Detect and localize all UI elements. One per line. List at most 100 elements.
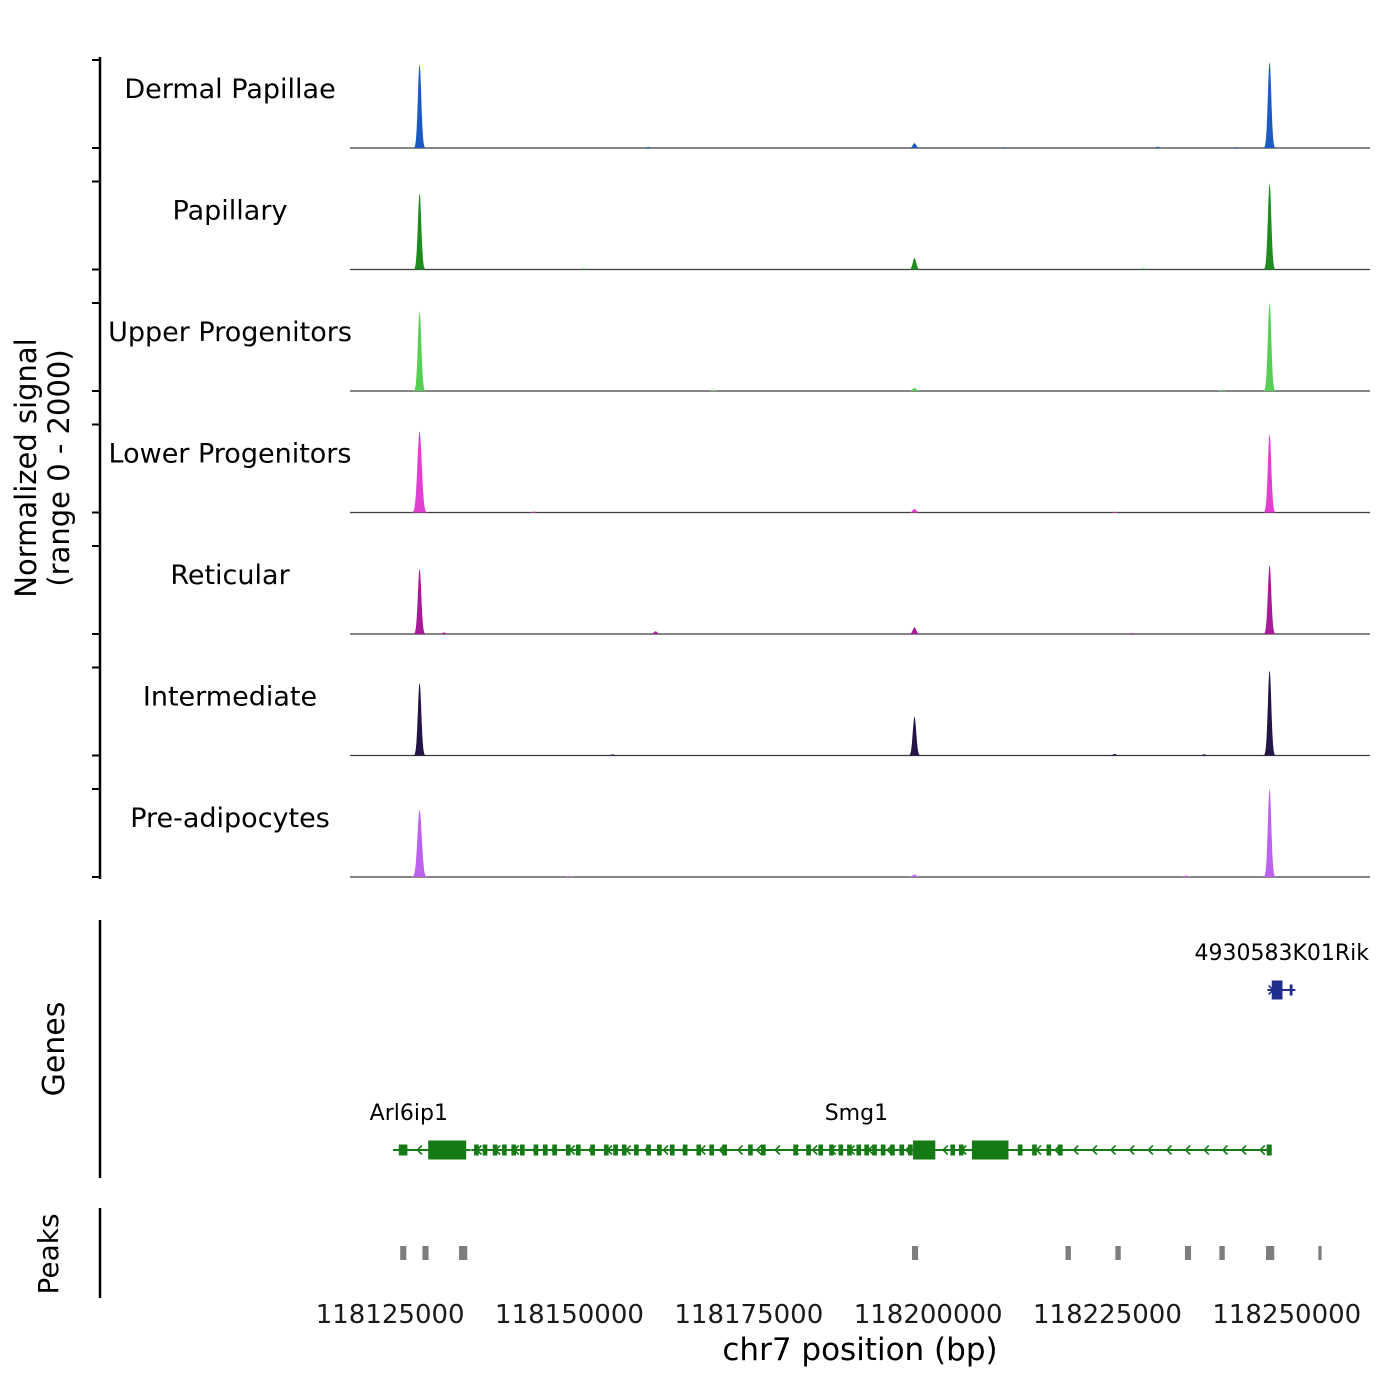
gene-exon: [603, 1144, 609, 1156]
signal-peak: [907, 509, 922, 513]
signal-peak: [1150, 146, 1165, 148]
track-label: Dermal Papillae: [124, 74, 335, 105]
gene-exon: [511, 1144, 517, 1156]
signal-peak: [1262, 670, 1277, 756]
signal-peak: [1107, 754, 1122, 756]
gene-exon: [856, 1144, 862, 1156]
gene-exon: [908, 1144, 913, 1156]
peak-calls: [400, 1246, 1322, 1260]
gene-exon: [709, 1144, 715, 1156]
signal-peak: [907, 716, 922, 756]
gene-exon: [502, 1144, 507, 1156]
x-axis-title: chr7 position (bp): [722, 1332, 997, 1368]
signal-peak: [526, 511, 541, 513]
signal-peak: [1262, 62, 1277, 149]
track-label: Pre-adipocytes: [130, 803, 330, 834]
signal-track-pre-adipocytes: Pre-adipocytes: [130, 789, 1370, 878]
strand-arrow: [662, 1144, 669, 1156]
peak-marker: [459, 1246, 468, 1260]
genes-axis-title: Genes: [37, 1002, 72, 1097]
signal-peak: [706, 390, 720, 391]
gene-exon: [806, 1144, 811, 1156]
track-label: Papillary: [173, 196, 288, 227]
gene-exon: [398, 1144, 408, 1156]
gene-exon: [793, 1144, 798, 1156]
signal-peak: [1136, 268, 1151, 270]
gene-exon: [829, 1144, 834, 1156]
gene-exon: [899, 1144, 905, 1156]
signal-peak: [412, 568, 427, 634]
track-label: Reticular: [170, 560, 290, 591]
signal-peak: [1262, 565, 1277, 634]
gene-exon: [958, 1144, 964, 1156]
strand-arrow: [1240, 1144, 1247, 1156]
track-label: Lower Progenitors: [109, 439, 352, 470]
peak-marker: [1219, 1246, 1225, 1260]
gene-exon: [864, 1144, 869, 1156]
gene-exon: [428, 1140, 467, 1160]
gene-exon: [847, 1144, 852, 1156]
peak-marker: [1065, 1246, 1071, 1260]
gene-label: Arl6ip1: [370, 1101, 448, 1126]
gene-exon: [880, 1144, 886, 1156]
signal-peak: [412, 682, 427, 756]
signal-peak: [996, 147, 1011, 148]
gene-exon: [761, 1144, 766, 1156]
peak-marker: [1184, 1246, 1192, 1260]
signal-axis-title-line1: Normalized signal: [9, 338, 43, 597]
gene-exon: [872, 1144, 877, 1156]
track-label: Intermediate: [143, 682, 317, 713]
gene-exon: [590, 1144, 595, 1156]
signal-peak: [411, 431, 429, 513]
gene-exon: [748, 1144, 753, 1156]
gene-model-4930583k01rik: 4930583K01Rik: [1194, 941, 1369, 1000]
peak-marker: [1115, 1246, 1121, 1260]
x-axis: 118125000 118150000 118175000 118200000 1182…: [316, 1300, 1362, 1330]
signal-peak: [1215, 389, 1230, 391]
signal-peak: [412, 193, 427, 270]
signal-peak: [1179, 875, 1194, 877]
strand-arrow: [1165, 1144, 1173, 1156]
gene-exon: [613, 1144, 618, 1156]
signal-track-papillary: Papillary: [173, 183, 1370, 271]
gene-exon: [818, 1144, 824, 1156]
strand-arrow: [736, 1144, 744, 1156]
strand-arrow: [416, 1144, 423, 1156]
x-tick-label: 118125000: [316, 1300, 465, 1330]
gene-exon: [682, 1144, 688, 1156]
signal-tracks: Dermal Papillae Papillary Upper Progenitor…: [108, 62, 1370, 878]
strand-arrow: [1128, 1144, 1135, 1156]
signal-peak: [907, 627, 922, 634]
signal-axis: [92, 57, 102, 879]
signal-peak: [907, 258, 922, 270]
peak-marker: [1265, 1246, 1275, 1260]
genes-axis: Genes: [37, 920, 102, 1178]
gene-exon: [1271, 980, 1283, 1000]
signal-peak: [411, 810, 429, 877]
signal-peak: [907, 874, 922, 877]
strand-arrow: [1203, 1144, 1210, 1156]
signal-peak: [641, 146, 656, 148]
gene-exon: [950, 1144, 956, 1156]
gene-exon: [657, 1144, 662, 1156]
signal-peak: [907, 387, 922, 391]
signal-peak: [437, 632, 451, 634]
gene-exon: [520, 1144, 525, 1156]
x-tick-label: 118225000: [1033, 1300, 1182, 1330]
signal-axis-title-line2: (range 0 - 2000): [42, 349, 76, 586]
gene-label: Smg1: [825, 1101, 888, 1126]
x-tick-label: 118250000: [1212, 1300, 1361, 1330]
signal-peak: [577, 268, 591, 270]
gene-model-arl6ip1: Arl6ip1: [370, 1101, 471, 1160]
strand-arrow: [811, 1144, 818, 1156]
gene-exon: [565, 1144, 571, 1156]
signal-track-intermediate: Intermediate: [143, 670, 1370, 757]
strand-arrow: [942, 1144, 949, 1156]
peak-marker: [912, 1246, 919, 1260]
signal-peak: [1197, 754, 1212, 756]
signal-track-reticular: Reticular: [170, 560, 1370, 635]
signal-peak: [562, 876, 577, 877]
gene-exon: [575, 1144, 581, 1156]
